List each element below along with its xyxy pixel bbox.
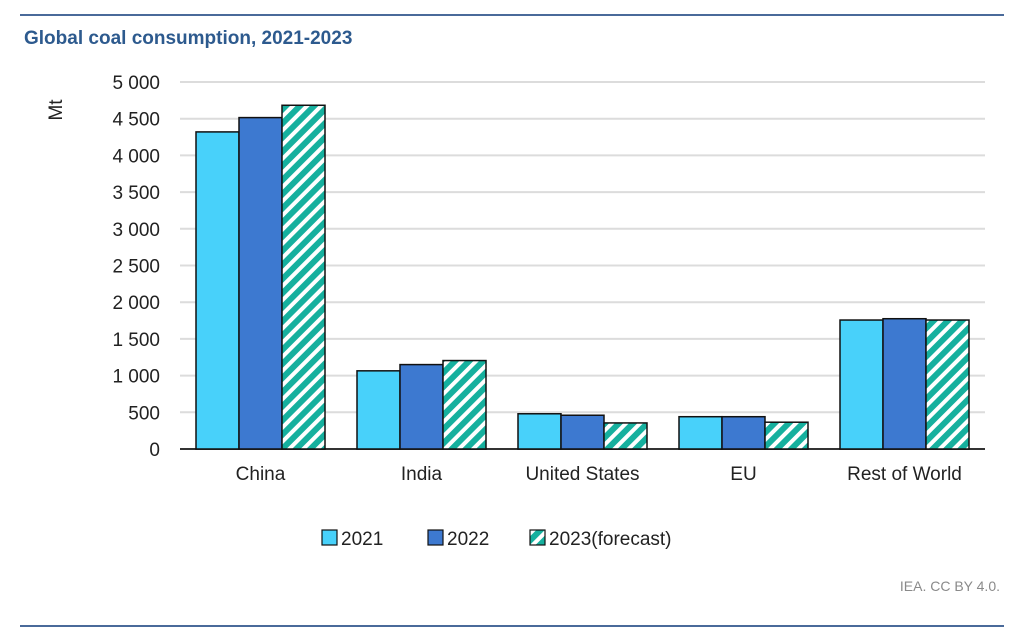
bar-china-2023 bbox=[281, 104, 326, 450]
y-tick-label: 0 bbox=[149, 440, 160, 461]
bar-china-2022 bbox=[238, 116, 283, 450]
bar-eu-2023 bbox=[764, 421, 809, 450]
legend-swatch bbox=[427, 529, 444, 546]
legend-label: 2021 bbox=[341, 529, 383, 550]
source-note: IEA. CC BY 4.0. bbox=[899, 578, 1000, 594]
bar-united-states-2023 bbox=[603, 422, 648, 450]
bar-rest-of-world-2021 bbox=[839, 319, 884, 450]
bar-china-2021 bbox=[195, 131, 240, 450]
top-rule bbox=[20, 14, 1004, 16]
bar-rest-of-world-2023 bbox=[925, 319, 970, 450]
legend-swatch bbox=[529, 529, 546, 546]
x-category-label: United States bbox=[525, 464, 639, 485]
bar-eu-2021 bbox=[678, 415, 723, 450]
bar-united-states-2022 bbox=[560, 414, 605, 450]
bar-india-2022 bbox=[399, 363, 444, 450]
bar-rest-of-world-2022 bbox=[882, 317, 927, 450]
bar-india-2023 bbox=[442, 359, 487, 450]
legend-swatch bbox=[321, 529, 338, 546]
y-tick-label: 4 000 bbox=[112, 146, 160, 167]
bar-eu-2022 bbox=[721, 415, 766, 450]
x-category-label: India bbox=[401, 464, 443, 485]
y-tick-label: 3 500 bbox=[112, 183, 160, 204]
y-tick-label: 500 bbox=[128, 403, 160, 424]
x-category-label: EU bbox=[730, 464, 756, 485]
x-category-label: Rest of World bbox=[847, 464, 962, 485]
y-tick-label: 5 000 bbox=[112, 73, 160, 94]
y-axis-label: Mt bbox=[46, 99, 67, 121]
y-tick-label: 1 500 bbox=[112, 330, 160, 351]
y-tick-label: 2 000 bbox=[112, 293, 160, 314]
y-tick-label: 2 500 bbox=[112, 257, 160, 278]
chart-title: Global coal consumption, 2021-2023 bbox=[24, 28, 353, 49]
bar-united-states-2021 bbox=[517, 413, 562, 450]
legend-label: 2022 bbox=[447, 529, 489, 550]
x-category-label: China bbox=[236, 464, 286, 485]
y-tick-label: 1 000 bbox=[112, 367, 160, 388]
bottom-rule bbox=[20, 625, 1004, 627]
y-tick-label: 4 500 bbox=[112, 110, 160, 131]
legend-label: 2023(forecast) bbox=[549, 529, 672, 550]
bar-india-2021 bbox=[356, 370, 401, 450]
y-tick-label: 3 000 bbox=[112, 220, 160, 241]
